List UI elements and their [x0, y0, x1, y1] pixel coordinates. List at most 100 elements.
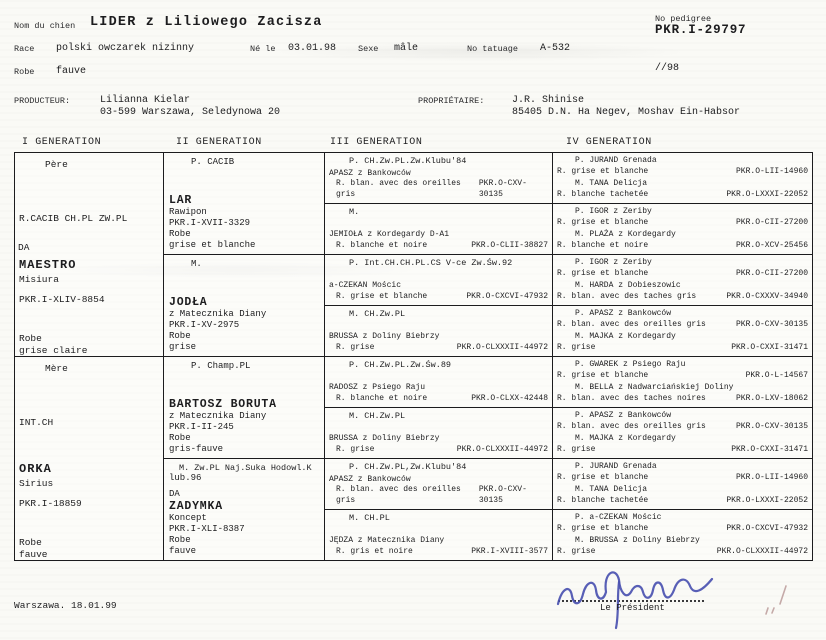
ancestor-dam-registration: PKR.O-CXXXV-34940	[726, 291, 808, 301]
ancestor-titles: M. CH.PL	[349, 513, 390, 523]
generation-4-header: IV GENERATION	[566, 137, 652, 148]
ancestor-kennel: z Matecznika Diany	[169, 411, 267, 421]
ancestor-robe: R. grise	[336, 342, 375, 352]
generation-4-column: P. JURAND Grenada R. grise et blanche PKR…	[553, 153, 813, 561]
ancestor-dam-registration: PKR.O-CXXI-31471	[731, 444, 808, 454]
pedigree-table: Père R.CACIB CH.PL ZW.PL DA MAESTRO Misi…	[14, 152, 813, 561]
ancestor-titles: P. CACIB	[191, 157, 235, 167]
generation-2-column: P. CACIB LAR Rawipon PKR.I-XVII-3329 Rob…	[164, 153, 325, 561]
ancestor-cell-g3-5: P. CH.Zw.PL.Zw.Św.89 RADOSZ z Psiego Raj…	[325, 357, 553, 408]
generation-2-header: II GENERATION	[176, 137, 262, 148]
ancestor-name: JEMIOŁA z Kordegardy D-A1	[329, 230, 450, 239]
ancestor-dam-robe: R. blanche et noire	[557, 240, 649, 250]
ancestor-name: BRUSSA z Doliny Biebrzy	[329, 332, 440, 341]
ancestor-robe: R. blan. avec des oreilles gris	[336, 179, 461, 199]
ancestor-robe-label: Robe	[169, 433, 191, 443]
dam-role-label: Mère	[45, 363, 68, 374]
president-label: Le Président	[600, 603, 665, 613]
ancestor-registration: PKR.I-XLI-8387	[169, 524, 245, 534]
dog-name: LIDER z Liliowego Zacisza	[90, 15, 323, 30]
sire-titles: R.CACIB CH.PL ZW.PL	[19, 213, 128, 224]
ancestor-dam-name: M. HARDA z Dobieszowic	[575, 280, 681, 290]
ancestor-titles: M. CH.Zw.PL	[349, 411, 406, 421]
producteur-label: PRODUCTEUR:	[14, 96, 71, 106]
generation-3-header: III GENERATION	[330, 137, 423, 148]
generation-3-column: P. CH.Zw.PL.Zw.Klubu'84 APASZ z Bankowcó…	[325, 153, 553, 561]
ancestor-sire-name: P. a-CZEKAN Mościc	[575, 513, 662, 522]
proprietaire-name: J.R. Shinise	[512, 95, 585, 106]
dam-robe-value: fauve	[19, 549, 48, 560]
ancestor-dam-name: M. TANA Delicja	[575, 484, 648, 494]
sire-kennel: Misiura	[19, 274, 59, 285]
ancestor-robe-label: Robe	[169, 535, 191, 545]
sire-name: MAESTRO	[19, 258, 77, 272]
ancestor-sire-robe: R. grise et blanche	[557, 473, 649, 483]
issue-date: Warszawa. 18.01.99	[14, 600, 117, 611]
birthdate-label: Né le	[250, 44, 276, 54]
ancestor-dam-robe: R. blan. avec des taches gris	[557, 291, 697, 301]
ancestor-registration: PKR.O-CLII-38827	[471, 240, 548, 250]
ancestor-registration: PKR.O-CLXXXII-44972	[456, 444, 548, 454]
corner-pen-mark	[765, 585, 787, 615]
ancestor-cell-g3-8: M. CH.PL JĘDZA z Matecznika Diany R. gri…	[325, 510, 553, 561]
ancestor-name: a-CZEKAN Mościc	[329, 281, 402, 290]
dam-cell: Mère INT.CH ORKA Sirius PKR.I-18859 Robe…	[15, 357, 164, 561]
ancestor-cell-g4-2: P. IGOR z Zeriby R. grise et blanche PKR.…	[553, 204, 813, 255]
ancestor-robe-value: fauve	[169, 546, 197, 556]
ancestor-dam-registration: PKR.O-XCV-25456	[735, 240, 808, 250]
ancestor-dam-name: M. MAJKA z Kordegardy	[575, 331, 676, 341]
ancestor-dam-registration: PKR.O-LXV-18062	[735, 393, 808, 403]
ancestor-registration: PKR.O-CXV-30135	[478, 485, 527, 505]
ancestor-robe: R. blan. avec des oreilles gris	[336, 485, 461, 505]
tatouage-label: No tatuage	[467, 44, 519, 54]
ancestor-titles: M. CH.Zw.PL	[349, 309, 406, 319]
ancestor-name: BARTOSZ BORUTA	[169, 398, 277, 411]
ancestor-dam-registration: PKR.O-LXXXI-22052	[726, 189, 808, 199]
ancestor-registration: PKR.O-CLXXXII-44972	[456, 342, 548, 352]
ancestor-registration: PKR.O-CXCVI-47932	[466, 291, 548, 301]
ancestor-cell-g2-4: M. Zw.PL Naj.Suka Hodowl.K lub.96 DA ZAD…	[164, 459, 325, 561]
nom-du-chien-label: Nom du chien	[14, 21, 76, 31]
ancestor-cell-g3-3: P. Int.CH.CH.PL.CS V-ce Zw.Św.92 a-CZEKA…	[325, 255, 553, 306]
ancestor-registration: PKR.O-CXV-30135	[478, 179, 527, 199]
ancestor-dam-name: M. TANA Delicja	[575, 178, 648, 188]
ancestor-dam-registration: PKR.O-CXXI-31471	[731, 342, 808, 352]
producteur-address: 03-599 Warszawa, Seledynowa 20	[100, 107, 281, 118]
ancestor-dam-name: M. PLAŻA z Kordegardy	[575, 229, 676, 239]
dam-kennel: Sirius	[19, 478, 54, 489]
ancestor-dam-robe: R. grise	[557, 546, 596, 556]
ancestor-dam-robe: R. grise	[557, 342, 596, 352]
ancestor-sire-registration: PKR.O-CXV-30135	[735, 422, 808, 432]
ancestor-registration: PKR.I-II-245	[169, 422, 234, 432]
ancestor-robe: R. gris et noire	[336, 546, 413, 556]
sexe-value: mâle	[394, 43, 419, 54]
ancestor-cell-g3-4: M. CH.Zw.PL BRUSSA z Doliny Biebrzy R. g…	[325, 306, 553, 357]
ancestor-robe: R. blanche et noire	[336, 393, 428, 403]
dam-registration: PKR.I-18859	[19, 498, 82, 509]
signature-line	[558, 600, 704, 602]
ancestor-registration: PKR.I-XV-2975	[169, 320, 240, 330]
ancestor-sire-name: P. IGOR z Zeriby	[575, 207, 652, 216]
ancestor-dam-registration: PKR.O-LXXXI-22052	[726, 495, 808, 505]
ancestor-robe-value: grise et blanche	[169, 240, 256, 250]
ancestor-cell-g4-1: P. JURAND Grenada R. grise et blanche PKR…	[553, 153, 813, 204]
dam-titles: INT.CH	[19, 417, 54, 428]
ancestor-name: JĘDZA z Matecznika Diany	[329, 536, 445, 545]
ancestor-titles-line2: lub.96	[169, 473, 202, 483]
ancestor-sire-registration: PKR.O-CII-27200	[735, 269, 808, 279]
ancestor-robe-value: grise	[169, 342, 197, 352]
ancestor-name: RADOSZ z Psiego Raju	[329, 383, 426, 392]
ancestor-kennel: Koncept	[169, 513, 207, 523]
robe-value: fauve	[56, 66, 87, 77]
ancestor-registration: PKR.I-XVIII-3577	[471, 546, 548, 556]
ancestor-cell-g4-4: P. APASZ z Bankowców R. blan. avec des o…	[553, 306, 813, 357]
pedigree-year: //98	[655, 63, 680, 74]
pedigree-number-value: PKR.I-29797	[655, 23, 747, 37]
ancestor-dam-robe: R. blanche tachetée	[557, 495, 649, 505]
ancestor-cell-g2-1: P. CACIB LAR Rawipon PKR.I-XVII-3329 Rob…	[164, 153, 325, 255]
ancestor-sire-robe: R. blan. avec des oreilles gris	[557, 320, 706, 330]
ancestor-cell-g3-6: M. CH.Zw.PL BRUSSA z Doliny Biebrzy R. g…	[325, 408, 553, 459]
race-label: Race	[14, 44, 35, 54]
sire-robe-value: grise claire	[19, 345, 88, 356]
proprietaire-label: PROPRIÉTAIRE:	[418, 96, 485, 106]
